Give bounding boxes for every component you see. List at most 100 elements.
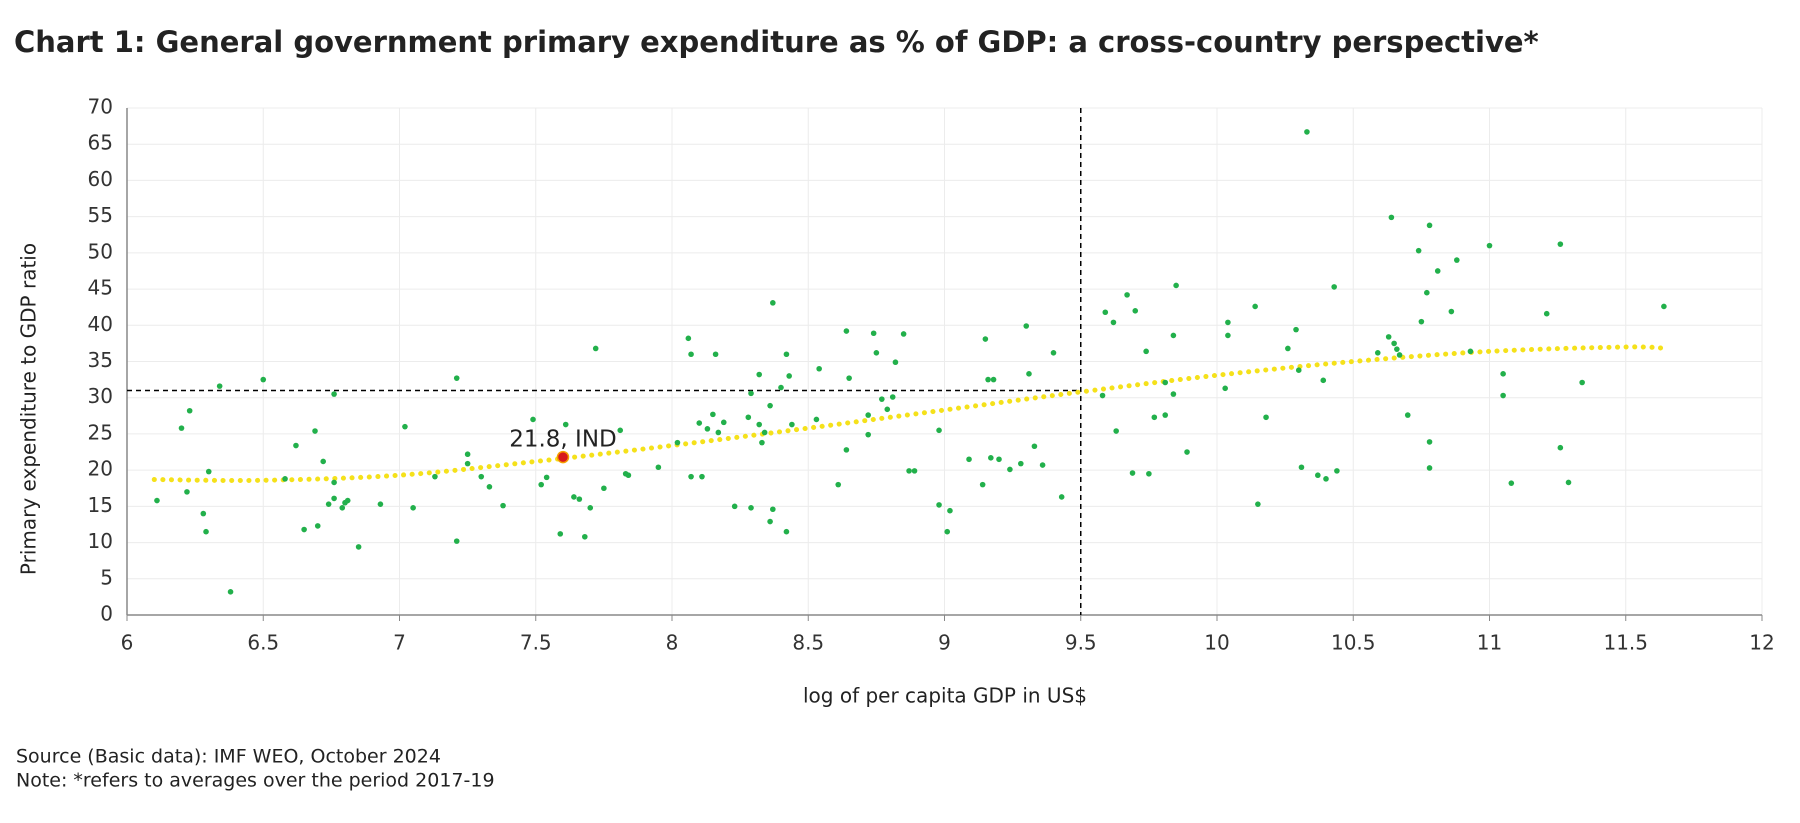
data-point (892, 359, 899, 366)
data-point (720, 419, 727, 426)
x-tick-label: 9 (938, 631, 951, 655)
x-tick-label: 6.5 (247, 631, 279, 655)
data-point (543, 474, 550, 481)
data-point (500, 502, 506, 509)
data-point (557, 531, 564, 537)
data-point (1388, 214, 1395, 221)
data-point (205, 468, 212, 475)
data-point (301, 526, 307, 533)
data-point (906, 468, 912, 474)
data-point (745, 414, 752, 421)
data-point (1007, 466, 1013, 473)
data-point (731, 503, 738, 510)
data-point (478, 473, 485, 480)
data-point (761, 429, 768, 436)
trend-line (151, 344, 1670, 483)
y-tick-label: 10 (88, 529, 113, 553)
data-point (688, 473, 694, 480)
data-point (1225, 332, 1231, 339)
data-point (715, 429, 722, 436)
data-point (410, 505, 416, 511)
data-point (759, 439, 765, 446)
data-point (770, 300, 776, 306)
data-point (453, 375, 460, 381)
data-point (1184, 449, 1190, 455)
data-point (530, 416, 536, 423)
data-point (879, 396, 885, 402)
data-point (843, 328, 850, 334)
data-point (1293, 326, 1299, 333)
data-point (331, 495, 337, 502)
data-point (1500, 371, 1506, 377)
data-point (582, 533, 588, 540)
data-point (260, 376, 267, 383)
data-point (985, 376, 991, 383)
data-point (1500, 392, 1506, 399)
highlight-label: 21.8, IND (509, 427, 617, 453)
x-tick-label: 7 (393, 631, 406, 655)
data-point (355, 544, 362, 550)
data-point (576, 496, 583, 502)
data-point (710, 411, 716, 418)
y-tick-label: 5 (100, 565, 113, 589)
data-point (1315, 472, 1321, 479)
data-point (674, 439, 681, 446)
data-point (1394, 346, 1400, 352)
data-point (1424, 289, 1430, 296)
data-point (1225, 319, 1231, 326)
data-point (699, 473, 705, 480)
data-point (186, 407, 193, 414)
data-point (1058, 494, 1065, 500)
x-tick-label: 10 (1204, 631, 1229, 655)
data-point (979, 481, 986, 488)
data-point (843, 447, 850, 453)
data-point (200, 510, 207, 517)
data-point (1557, 444, 1564, 451)
data-point (1018, 460, 1024, 467)
data-point (1486, 242, 1493, 249)
x-tick-label: 11.5 (1603, 631, 1648, 655)
data-point (982, 336, 989, 342)
data-point (587, 505, 594, 511)
data-point (1170, 332, 1177, 339)
data-point (813, 416, 820, 423)
data-point (1323, 476, 1329, 482)
data-point (1508, 480, 1515, 486)
data-point (432, 473, 438, 480)
data-point (712, 351, 719, 358)
data-point (1543, 310, 1550, 317)
data-point (1143, 348, 1149, 355)
data-point (767, 402, 773, 409)
data-point (293, 442, 299, 449)
data-point (767, 518, 773, 525)
data-point (704, 426, 711, 432)
data-point (203, 528, 209, 535)
data-point (216, 383, 223, 389)
x-axis-label: log of per capita GDP in US$ (803, 684, 1087, 708)
y-tick-label: 25 (88, 420, 113, 444)
data-point (625, 472, 632, 479)
data-point (1374, 350, 1381, 356)
data-point (1334, 468, 1340, 474)
data-point (1304, 129, 1310, 135)
data-point (1173, 282, 1179, 289)
data-point (1050, 350, 1057, 356)
data-point (1023, 323, 1030, 329)
data-point (617, 427, 624, 434)
x-tick-label: 11 (1477, 631, 1502, 655)
data-point (911, 468, 918, 474)
data-point (331, 479, 337, 486)
data-point (1426, 222, 1433, 229)
data-point (770, 506, 776, 513)
data-point (688, 351, 694, 358)
data-point (1467, 348, 1474, 355)
data-point (1113, 428, 1119, 434)
data-point (988, 455, 994, 461)
data-point (783, 351, 790, 358)
chart-title: Chart 1: General government primary expe… (14, 25, 1539, 59)
data-point (538, 481, 544, 488)
data-point (1162, 379, 1169, 386)
data-point (314, 523, 321, 529)
data-point (816, 365, 822, 372)
y-tick-label: 50 (88, 239, 113, 263)
